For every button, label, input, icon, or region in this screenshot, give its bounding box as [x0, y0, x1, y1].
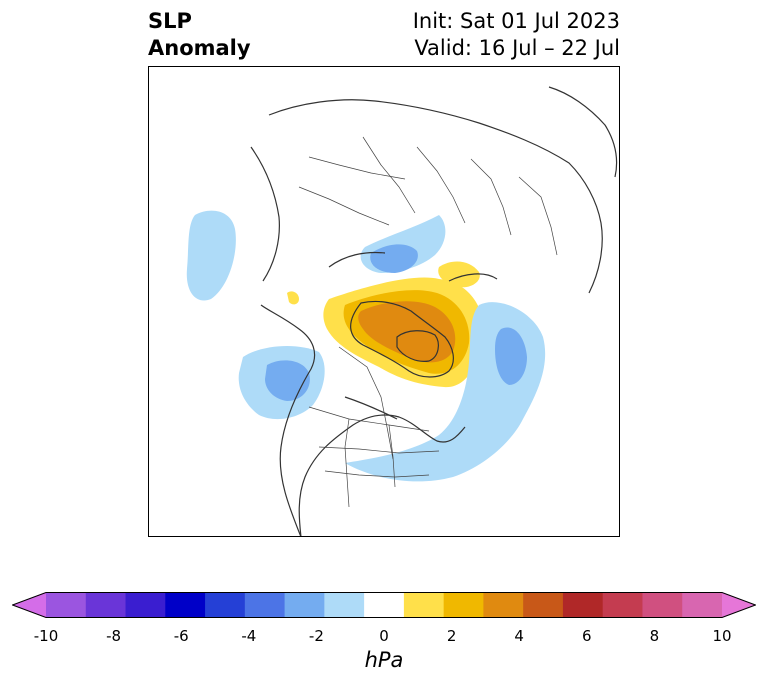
colorbar-unit-label: hPa: [364, 648, 404, 672]
colorbar-tick-label: 10: [712, 627, 732, 645]
colorbar-extend-low: [12, 592, 46, 618]
colorbar-tick-label: 2: [446, 627, 457, 645]
colorbar-segment: [364, 592, 405, 618]
title-variable: SLP: [148, 9, 192, 33]
negative-anomaly-region: [495, 327, 527, 385]
colorbar-tick-label: 8: [649, 627, 660, 645]
anomaly-map: [186, 86, 618, 536]
colorbar-outline: [12, 592, 756, 618]
colorbar-segment: [483, 592, 524, 618]
colorbar-segment: [562, 592, 604, 618]
colorbar-segment: [205, 592, 246, 618]
colorbar-segment: [165, 592, 206, 618]
colorbar-tick-label: -6: [173, 627, 189, 645]
colorbar-segment: [284, 592, 325, 618]
colorbar-segment: [443, 592, 484, 618]
map-panel: [148, 66, 620, 537]
init-date: Init: Sat 01 Jul 2023: [412, 9, 620, 33]
colorbar-segment: [324, 592, 365, 618]
title-subtitle: Anomaly: [148, 36, 251, 60]
colorbar-segment: [46, 592, 87, 618]
negative-anomaly-region: [370, 244, 418, 273]
map-title: SLP Anomaly: [148, 8, 251, 62]
colorbar-tick-label: -8: [106, 627, 122, 645]
colorbar-segment: [403, 592, 445, 618]
colorbar-tick-label: -10: [33, 627, 59, 645]
valid-range: Valid: 16 Jul – 22 Jul: [414, 36, 620, 60]
colorbar-tick-label: -2: [308, 627, 324, 645]
colorbar-bar: [12, 592, 756, 618]
colorbar-tick-label: 4: [514, 627, 524, 645]
positive-anomaly-region: [287, 291, 299, 305]
colorbar-segment: [682, 592, 723, 618]
colorbar-segment: [85, 592, 127, 618]
colorbar-tick-label: 6: [582, 627, 592, 645]
colorbar-tick-label: 0: [379, 627, 389, 645]
colorbar-tick-label: -4: [241, 627, 257, 645]
colorbar-segment: [523, 592, 564, 618]
colorbar-extend-high: [722, 592, 756, 618]
positive-anomaly-region: [438, 261, 480, 288]
colorbar-segment: [602, 592, 643, 618]
negative-anomaly-region: [186, 210, 236, 301]
colorbar-segment: [642, 592, 683, 618]
colorbar-segment: [244, 592, 286, 618]
colorbar-segment: [125, 592, 166, 618]
coastlines: [250, 86, 618, 536]
country-borders: [298, 136, 558, 508]
forecast-dates: Init: Sat 01 Jul 2023 Valid: 16 Jul – 22…: [413, 8, 620, 62]
